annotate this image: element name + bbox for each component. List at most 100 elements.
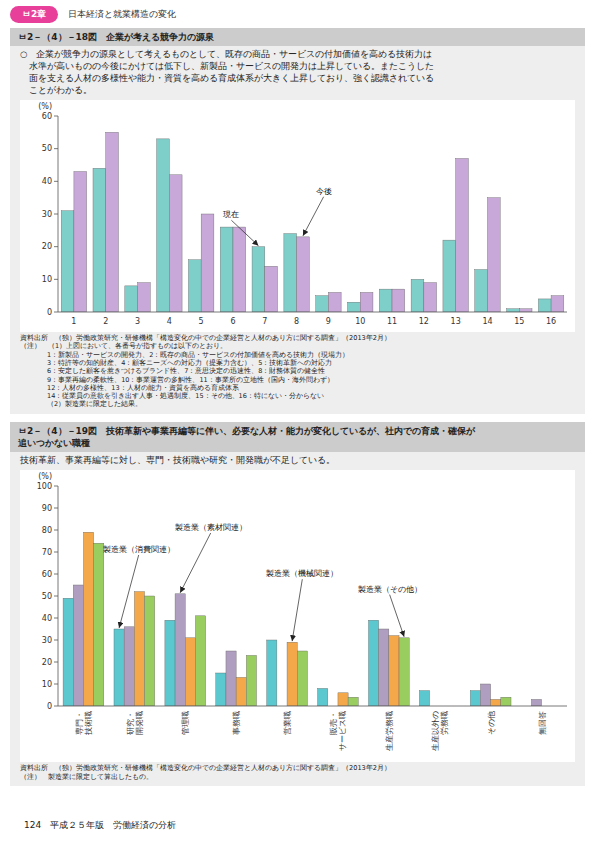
annotation: 製造業（素材関連） [175,523,247,532]
chart: 0102030405060(%)12345678910111213141516現… [20,100,575,332]
x-tick-label: 11 [387,317,397,326]
bar [347,302,360,312]
y-axis-label: (%) [38,472,52,481]
bar [145,596,155,706]
x-tick-label: 専門・技術職 [75,711,93,736]
bar [379,629,389,706]
bar [157,139,170,312]
figure-note: （注） 製造業に限定して算出したもの。 [20,773,575,781]
x-axis-line [58,311,567,312]
y-tick [54,529,58,530]
bar [338,693,348,706]
bar [360,292,373,312]
y-tick-label: 0 [47,701,52,710]
bar [267,640,277,706]
x-tick-label: 販売・サービス職 [329,711,347,751]
bar [124,627,134,706]
bar [392,289,405,312]
bar-series [63,598,480,706]
bar [531,699,541,706]
figure-note: 6：安定した顧客を惹きつけるブランド性、7：意思決定の迅速性、8：財務体質の健全… [20,367,575,375]
x-tick-label: 12 [419,317,429,326]
bar [551,295,564,311]
figure-subtitle: 技術革新、事業再編等に対し、専門・技術職や研究・開発職が不足している。 [20,455,575,467]
bar [93,168,106,312]
x-tick-label: 6 [230,317,235,326]
figure-title: ㅂ2－（4）－19図 技術革新や事業再編等に伴い、必要な人材・能力が変化している… [10,422,585,452]
figure-note: （2）製造業に限定した結果。 [20,400,575,408]
y-axis-line [58,116,59,312]
annotation-arrow [231,220,258,245]
figure-source: 資料出所 （独）労働政策研究・研修機構「構造変化の中での企業経営と人材のあり方に… [20,764,575,773]
x-tick-label: 生産以外の労務職 [431,711,449,751]
page: ㅂ2章日本経済と就業構造の変化ㅂ2－（4）－18図 企業が考える競争力の源泉○ … [0,0,595,842]
x-tick-label-line: 労務職 [440,711,449,735]
bar [201,214,214,312]
bar [125,286,138,312]
x-tick-label: 営業職 [283,711,292,735]
y-tick-label: 10 [42,679,52,688]
bar [328,292,341,312]
y-tick [54,683,58,684]
x-tick-label: 15 [514,317,524,326]
bar [419,691,429,706]
bar [507,308,520,311]
bar [61,210,74,311]
figure-source: 資料出所 （独）労働政策研究・研修機構「構造変化の中での企業経営と人材のあり方に… [20,334,575,343]
y-tick-label: 80 [42,525,52,534]
x-tick-label-line: 販売・ [329,711,338,735]
y-axis: 0102030405060708090100 [37,481,58,710]
y-tick-label: 90 [42,503,52,512]
y-tick-label: 10 [42,275,52,284]
x-tick-label-line: 研究・ [126,711,135,735]
bar [195,616,205,706]
x-tick-label: 10 [355,317,365,326]
bar [63,598,73,706]
y-tick-label: 50 [42,591,52,600]
y-axis-line [58,486,59,706]
y-tick [54,551,58,552]
bar [399,638,409,706]
annotations: 現在今後 [223,186,331,245]
annotations: 製造業（消費関連）製造業（素材関連）製造業（機械関連）製造業（その他） [103,523,422,641]
figure-note: （注） （1）上図において、各番号が指すものは以下のとおり。 [20,342,575,350]
figure-title: ㅂ2－（4）－18図 企業が考える競争力の源泉 [10,28,585,46]
figure-note: 3：特許等の知的財産、4：顧客ニーズへの対応力（提案力含む）、5：技術革新への対… [20,359,575,367]
x-tick-label: 研究・開発職 [126,711,144,735]
x-tick-label-line: 事務職 [232,711,241,735]
annotation: 製造業（機械関連） [266,569,338,578]
figure-note: 1：新製品・サービスの開発力、2：既存の商品・サービスの付加価値を高める技術力（… [20,351,575,359]
bar [114,629,124,706]
figure-note: 12：人材の多様性、13：人材の能力・資質を高める育成体系 [20,384,575,392]
bar [470,691,480,706]
annotation: 製造業（消費関連） [103,545,175,554]
annotation-arrow [292,579,302,641]
x-tick-label-line: 専門・ [75,711,84,735]
x-tick-label-line: 生産以外の [431,711,440,751]
y-tick-label: 30 [42,209,52,218]
bar [501,697,511,706]
figure-box: ㅂ2－（4）－19図 技術革新や事業再編等に伴い、必要な人材・能力が変化している… [10,422,585,786]
annotation: 今後 [316,186,332,195]
x-tick-label: 生産労務職 [385,711,394,751]
y-axis-label: (%) [38,102,52,111]
bar [220,227,233,312]
bar [94,543,104,706]
bar [226,651,236,706]
bar [284,233,297,311]
annotation-arrow [119,555,139,628]
x-tick-label-line: 営業職 [283,711,292,735]
bar [297,237,310,312]
bar [175,594,185,706]
bar [456,158,469,312]
bar [519,308,532,311]
y-tick [54,246,58,247]
plot-area [58,116,567,312]
bar [233,227,246,312]
bar [318,688,328,706]
x-axis-line [58,705,567,706]
bar [379,289,392,312]
x-tick-label: 5 [199,317,204,326]
annotation-arrow [180,533,211,593]
y-tick [54,213,58,214]
